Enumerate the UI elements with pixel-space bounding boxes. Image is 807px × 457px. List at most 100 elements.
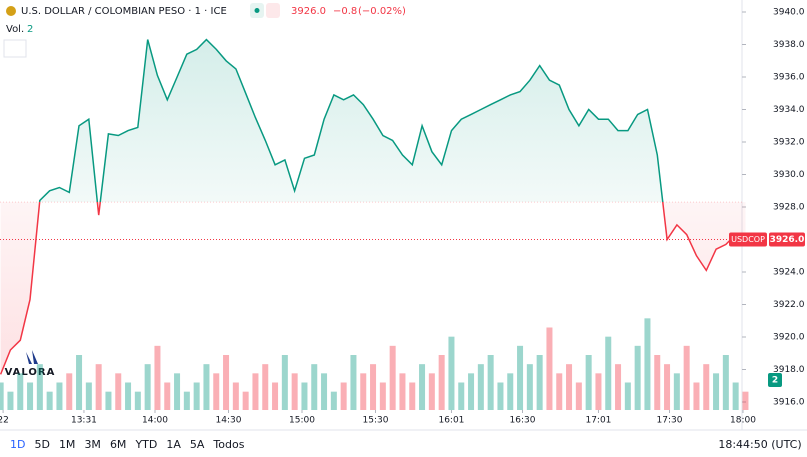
y-tick-label: 3916.0 [773,398,805,408]
y-tick-label: 3932.0 [773,138,805,148]
volume-bar [703,364,710,410]
change-pct: (−0.02%) [358,6,406,17]
volume-bar [644,318,651,410]
volume-bar [693,382,700,410]
volume-bar [262,364,269,410]
volume-bar [575,382,582,410]
volume-bar [468,373,475,410]
volume-bar [546,327,553,410]
volume-bar [419,364,426,410]
range-button[interactable]: 6M [110,438,127,451]
volume-bar [66,373,73,410]
volume-bar [213,373,220,410]
volume-current: 2 [27,24,33,35]
volume-bar [301,382,308,410]
y-tick-label: 3934.0 [773,105,805,115]
x-tick-label: 13:31 [71,416,97,426]
volume-bar [458,382,465,410]
clock: 18:44:50 (UTC) [718,438,801,451]
range-button[interactable]: 1M [59,438,76,451]
volume-bar [85,382,92,410]
volume-bar [448,336,455,410]
range-button[interactable]: 3M [84,438,101,451]
volume-bar [115,373,122,410]
logo-icon [26,350,38,364]
volume-bar [497,382,504,410]
volume-bar [330,391,337,410]
volume-bar [321,373,328,410]
volume-bar [76,355,83,410]
volume-bar [624,382,631,410]
volume-bar [536,355,543,410]
volume-bar [732,382,739,410]
volume-bar [399,373,406,410]
volume-bar [311,364,318,410]
volume-bar [526,364,533,410]
volume-bar [193,382,200,410]
range-button[interactable]: 5A [190,438,205,451]
volume-bar [7,391,14,410]
volume-bar [742,391,749,410]
x-tick-label: 14:30 [216,416,242,426]
collapse-button[interactable] [3,39,27,58]
change: −0.8 [333,6,357,17]
volume-bar [438,355,445,410]
volume-label: Vol. [6,24,24,35]
volume-bar [507,373,514,410]
x-tick-label: 17:01 [585,416,611,426]
y-tick-label: 3930.0 [773,170,805,180]
volume-bar [556,373,563,410]
volume-bar [164,382,171,410]
x-tick-label: 18:00 [730,416,756,426]
last-price: 3926.0 [291,6,326,17]
range-button[interactable]: Todos [212,438,244,451]
symbol-tag: USDCOP [731,235,765,244]
volume-bar [105,391,112,410]
status-dot [254,8,260,13]
y-tick-label: 3936.0 [773,73,805,83]
volume-bar [389,345,396,410]
range-button[interactable]: 1D [10,438,25,451]
logo: VALORA [5,367,56,378]
volume-bar [27,382,34,410]
y-tick-label: 3938.0 [773,40,805,50]
range-button[interactable]: 5D [34,438,49,451]
volume-bar [281,355,288,410]
volume-bar [223,355,230,410]
volume-bar [125,382,132,410]
volume-bar [360,373,367,410]
price-line [0,38,746,375]
volume-tag: 2 [772,376,778,386]
volume-bar [664,364,671,410]
y-tick-label: 3940.0 [773,8,805,18]
volume-bar [272,382,279,410]
x-tick-label: 16:01 [438,416,464,426]
range-button[interactable]: YTD [134,438,157,451]
volume-bar [46,391,53,410]
chart-title: U.S. DOLLAR / COLOMBIAN PESO · 1 · ICE [21,6,227,17]
y-tick-label: 3924.0 [773,268,805,278]
volume-bar [654,355,661,410]
volume-bar [370,364,377,410]
volume-bar [144,364,151,410]
volume-bar [252,373,259,410]
range-button[interactable]: 1A [166,438,181,451]
volume-bar [340,382,347,410]
volume-bar [585,355,592,410]
volume-bar [183,391,190,410]
volume-bar [517,345,524,410]
volume-tag-bg [768,373,782,387]
volume-bar [56,382,63,410]
status-badge [266,3,280,18]
volume-bar [605,336,612,410]
x-tick-label: 15:00 [289,416,315,426]
price-area [0,39,746,375]
price-tag: 3926.0 [770,235,805,245]
volume-bar [36,364,43,410]
volume-bar [379,382,386,410]
flag-icon [6,6,16,16]
volume-bar [615,364,622,410]
x-tick-label: 22 [0,416,9,426]
volume-bar [350,355,357,410]
